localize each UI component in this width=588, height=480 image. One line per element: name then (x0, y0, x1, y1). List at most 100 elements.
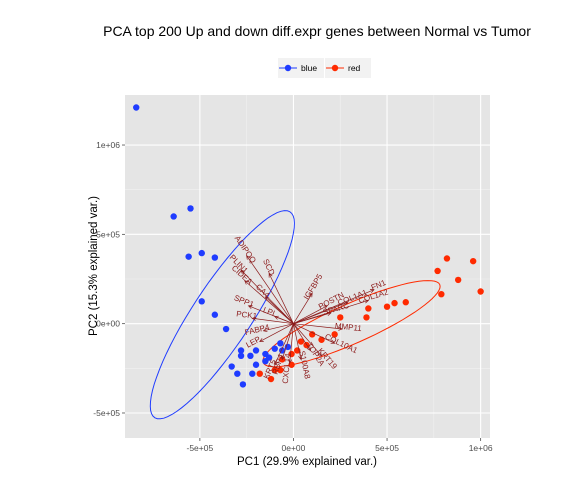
y-tick-label: 1e+06 (96, 140, 120, 150)
data-point-red (256, 370, 263, 377)
data-point-red (271, 366, 278, 374)
y-axis-ticks: -5e+05 0e+00 5e+05 1e+06 (93, 140, 125, 418)
loading-arrow (281, 323, 294, 360)
loading-arrow (274, 323, 294, 365)
y-tick-label: 0e+00 (96, 319, 120, 329)
x-axis-ticks: -5e+05 0e+00 5e+05 1e+06 (187, 438, 493, 453)
loading-arrowhead (326, 311, 332, 316)
legend-label-red: red (348, 63, 361, 73)
data-point-red (383, 303, 391, 310)
chart-title: PCA top 200 Up and down diff.expr genes … (103, 23, 531, 39)
data-point-blue (198, 298, 205, 305)
data-point-blue (237, 347, 245, 354)
data-point-blue (211, 254, 219, 261)
y-tick-label: 5e+05 (96, 229, 120, 239)
loading-arrowhead (308, 292, 313, 298)
x-tick-label: 0e+00 (282, 443, 306, 453)
data-point-blue (277, 340, 284, 347)
data-point-red (454, 276, 462, 284)
data-point-red (331, 331, 338, 338)
loading-arrowhead (262, 328, 268, 333)
loading-arrow (252, 317, 294, 325)
data-point-blue (249, 370, 256, 377)
loading-arrowhead (247, 305, 253, 309)
data-point-red (267, 375, 275, 383)
loading-arrowhead (268, 272, 273, 278)
plot-panel (125, 95, 490, 438)
data-point-red (308, 331, 316, 338)
data-point-blue (198, 249, 205, 257)
data-point-blue (271, 345, 278, 352)
loading-arrowhead (317, 351, 323, 357)
data-point-blue (228, 363, 235, 370)
loading-arrow (293, 323, 322, 357)
data-point-blue (222, 325, 230, 333)
data-point-red (402, 299, 409, 306)
data-point-red (477, 288, 484, 295)
loading-arrowhead (264, 296, 270, 301)
legend-key-red-bg (325, 58, 371, 78)
loading-arrow (265, 296, 294, 324)
loading-arrow (263, 323, 294, 332)
data-point-blue (211, 311, 219, 318)
data-point-red (277, 366, 284, 374)
loading-arrow (259, 323, 294, 342)
loading-arrow (293, 312, 331, 325)
x-axis-title: PC1 (29.9% explained var.) (237, 456, 377, 468)
loading-arrowhead (273, 315, 279, 320)
loading-arrow (293, 293, 313, 324)
loading-arrow (293, 323, 343, 330)
y-tick-label: -5e+05 (93, 408, 120, 418)
legend-label-blue: blue (301, 63, 317, 73)
loading-arrowhead (306, 346, 311, 352)
loading-arrow (244, 280, 294, 324)
data-point-blue (252, 347, 260, 354)
data-point-blue (252, 361, 260, 368)
loading-arrowhead (259, 338, 264, 342)
loading-arrowhead (240, 269, 245, 274)
data-point-red (365, 305, 372, 312)
data-point-blue (187, 205, 194, 212)
data-point-red (469, 257, 477, 265)
gene-label: CXCL14 (281, 353, 293, 384)
data-point-blue (247, 352, 254, 360)
loading-arrow (293, 305, 328, 324)
legend: blue red (278, 58, 371, 78)
data-point-red (434, 267, 441, 275)
loading-arrow (246, 255, 294, 324)
loading-arrow (293, 323, 335, 344)
loading-arrowhead (323, 305, 328, 310)
data-point-blue (239, 381, 247, 388)
loading-arrowhead (298, 355, 303, 361)
data-point-blue (185, 253, 192, 260)
loading-arrow (274, 316, 294, 324)
data-point-blue (284, 343, 292, 351)
data-point-blue (234, 370, 241, 377)
legend-key-blue-bg (278, 58, 324, 78)
loading-arrow (293, 323, 302, 360)
loading-arrow (268, 273, 294, 324)
data-point-red (438, 290, 445, 298)
gene-label: PCK1 (236, 309, 258, 321)
legend-key-blue-dot (284, 64, 292, 72)
loading-arrowhead (369, 289, 375, 293)
loading-arrowhead (364, 299, 370, 304)
data-point-red (337, 314, 344, 321)
loading-arrowhead (338, 326, 343, 331)
data-point-red (288, 350, 295, 358)
data-point-blue (133, 104, 140, 111)
x-tick-label: 5e+05 (375, 443, 399, 453)
x-tick-label: -5e+05 (187, 443, 214, 453)
loading-arrowhead (274, 360, 279, 366)
loading-arrowhead (251, 316, 257, 321)
loading-arrow (293, 289, 375, 324)
data-point-red (363, 314, 370, 321)
x-tick-label: 1e+06 (469, 443, 493, 453)
loading-arrowhead (281, 355, 286, 361)
loading-arrow (293, 323, 311, 351)
legend-key-red-dot (331, 64, 339, 72)
gene-label: MMP11 (334, 321, 362, 333)
data-point-red (391, 299, 398, 307)
confidence-ellipse-blue (149, 210, 295, 420)
y-axis-title: PC2 (15.3% explained var.) (88, 196, 100, 336)
